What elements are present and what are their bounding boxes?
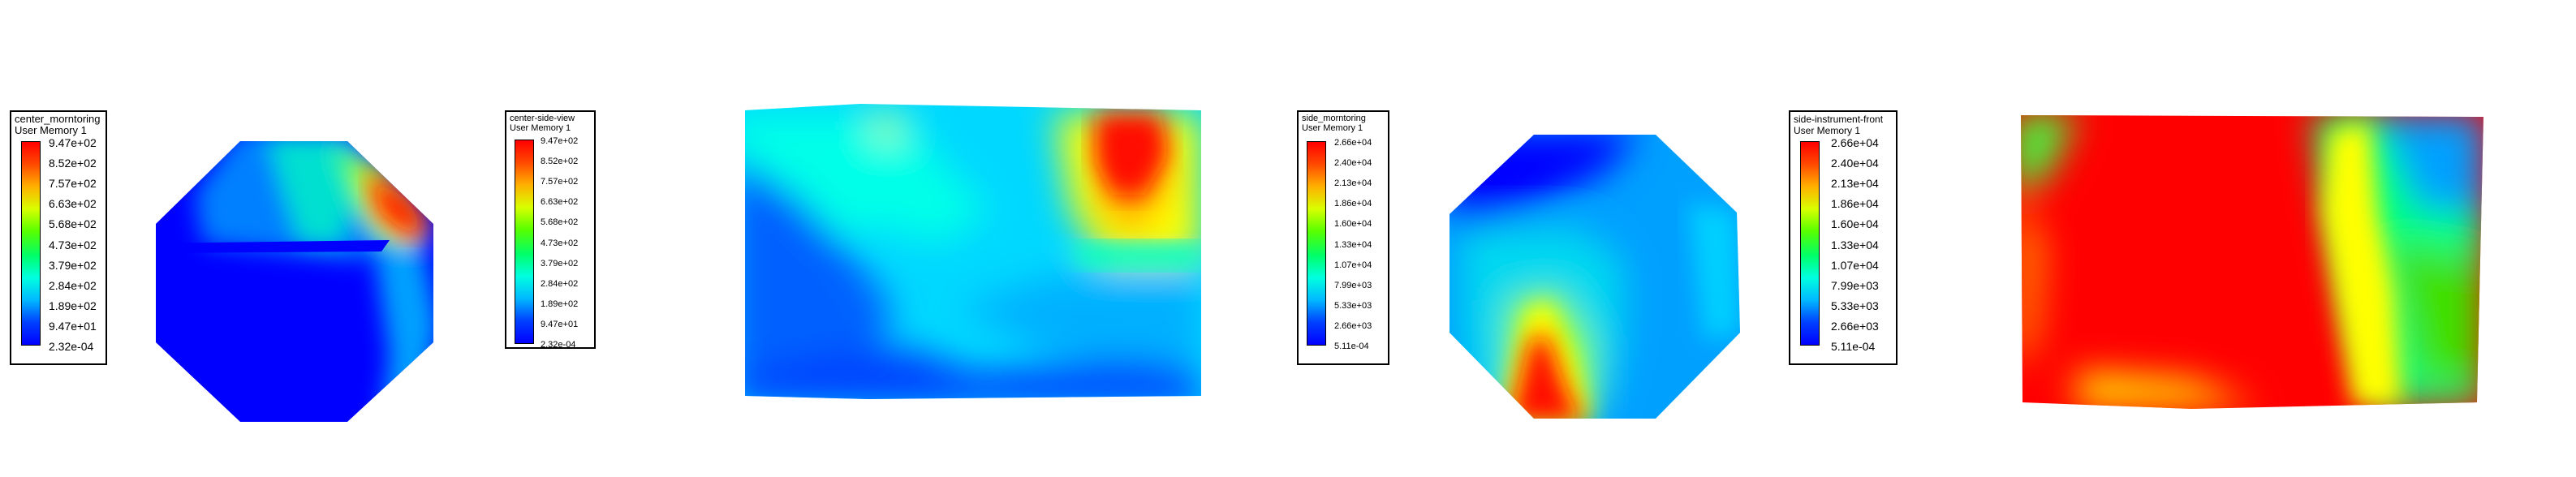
legend-tick: 7.57e+02 bbox=[49, 177, 97, 190]
legend-tick: 1.07e+04 bbox=[1831, 259, 1879, 272]
contour-region bbox=[1071, 243, 1201, 268]
legend-tick: 2.40e+04 bbox=[1831, 157, 1879, 170]
legend-tick: 5.33e+03 bbox=[1334, 301, 1372, 311]
legend-subtitle: User Memory 1 bbox=[15, 124, 87, 136]
legend-tick: 1.33e+04 bbox=[1831, 238, 1879, 251]
legend-center-side-view: center-side-view User Memory 1 9.47e+02 … bbox=[505, 110, 596, 350]
contour-region bbox=[745, 154, 893, 389]
contour-region bbox=[958, 276, 1201, 365]
legend-tick: 1.60e+04 bbox=[1334, 219, 1372, 229]
color-scale-bar bbox=[1307, 141, 1326, 346]
legend-subtitle: User Memory 1 bbox=[1794, 125, 1861, 136]
legend-tick: 2.13e+04 bbox=[1831, 177, 1879, 190]
legend-tick: 9.47e+01 bbox=[541, 320, 579, 329]
contour-region bbox=[877, 114, 901, 138]
legend-tick: 3.79e+02 bbox=[541, 259, 579, 269]
legend-subtitle: User Memory 1 bbox=[510, 123, 571, 133]
contour-region bbox=[2078, 373, 2256, 406]
legend-tick: 2.66e+03 bbox=[1334, 321, 1372, 331]
legend-tick: 1.86e+04 bbox=[1334, 199, 1372, 208]
contour-region bbox=[2021, 195, 2045, 373]
legend-subtitle: User Memory 1 bbox=[1302, 123, 1363, 133]
legend-tick: 2.13e+04 bbox=[1334, 178, 1372, 188]
legend-tick: 2.32e-04 bbox=[49, 340, 94, 353]
legend-tick: 1.33e+04 bbox=[1334, 240, 1372, 250]
contour-plot-center-monitoring bbox=[156, 141, 433, 422]
legend-tick: 9.47e+01 bbox=[49, 320, 97, 333]
legend-tick: 7.57e+02 bbox=[541, 177, 579, 187]
legend-tick: 2.84e+02 bbox=[541, 279, 579, 289]
contour-plot-side-monitoring bbox=[1450, 135, 1740, 419]
legend-tick: 2.32e-04 bbox=[541, 340, 576, 350]
contour-region bbox=[2321, 122, 2402, 406]
legend-tick: 2.66e+04 bbox=[1831, 136, 1879, 149]
contour-plot-side-instrument-front bbox=[2021, 115, 2483, 409]
legend-tick: 1.86e+04 bbox=[1831, 197, 1879, 210]
legend-tick: 9.47e+02 bbox=[541, 136, 579, 146]
legend-tick: 1.60e+04 bbox=[1831, 217, 1879, 230]
legend-center-monitoring: center_morntoring User Memory 1 9.47e+02… bbox=[10, 110, 107, 365]
contour-plot-center-side-view bbox=[745, 104, 1201, 399]
legend-tick: 6.63e+02 bbox=[49, 197, 97, 210]
legend-tick: 4.73e+02 bbox=[49, 238, 97, 251]
contour-region bbox=[2386, 243, 2483, 389]
contour-region bbox=[2378, 115, 2483, 211]
contour-region bbox=[2021, 115, 2078, 195]
contour-region bbox=[156, 240, 390, 253]
legend-tick: 5.11e-04 bbox=[1831, 340, 1876, 353]
legend-tick: 2.84e+02 bbox=[49, 279, 97, 292]
legend-tick: 8.52e+02 bbox=[541, 157, 579, 166]
legend-tick: 5.33e+03 bbox=[1831, 299, 1879, 312]
legend-title: center-side-view bbox=[510, 114, 575, 123]
legend-tick: 1.07e+04 bbox=[1334, 260, 1372, 270]
contour-region bbox=[369, 174, 426, 235]
legend-tick: 2.66e+03 bbox=[1831, 320, 1879, 333]
legend-tick: 7.99e+03 bbox=[1334, 281, 1372, 290]
legend-tick: 1.89e+02 bbox=[49, 299, 97, 312]
legend-tick: 3.79e+02 bbox=[49, 259, 97, 272]
legend-tick: 2.40e+04 bbox=[1334, 158, 1372, 168]
legend-tick: 9.47e+02 bbox=[49, 136, 97, 149]
color-scale-bar bbox=[515, 140, 534, 344]
legend-tick: 2.66e+04 bbox=[1334, 138, 1372, 148]
legend-tick: 1.89e+02 bbox=[541, 299, 579, 309]
legend-side-monitoring: side_morntoring User Memory 1 2.66e+04 2… bbox=[1297, 110, 1389, 365]
legend-tick: 5.11e-04 bbox=[1334, 342, 1369, 351]
contour-region bbox=[745, 349, 1201, 399]
legend-side-instrument-front: side-instrument-front User Memory 1 2.66… bbox=[1789, 110, 1898, 365]
legend-tick: 5.68e+02 bbox=[541, 217, 579, 227]
legend-tick: 6.63e+02 bbox=[541, 197, 579, 207]
contour-region bbox=[1688, 203, 1740, 341]
legend-tick: 4.73e+02 bbox=[541, 238, 579, 248]
contour-region bbox=[268, 141, 357, 243]
legend-tick: 7.99e+03 bbox=[1831, 279, 1879, 292]
color-scale-bar bbox=[21, 141, 41, 346]
contour-region bbox=[1510, 333, 1583, 419]
legend-tick: 8.52e+02 bbox=[49, 157, 97, 170]
color-scale-bar bbox=[1800, 141, 1820, 346]
legend-title: side-instrument-front bbox=[1794, 114, 1884, 125]
contour-region bbox=[1096, 114, 1169, 195]
legend-title: center_morntoring bbox=[15, 113, 101, 125]
legend-title: side_morntoring bbox=[1302, 114, 1366, 123]
legend-tick: 5.68e+02 bbox=[49, 217, 97, 230]
